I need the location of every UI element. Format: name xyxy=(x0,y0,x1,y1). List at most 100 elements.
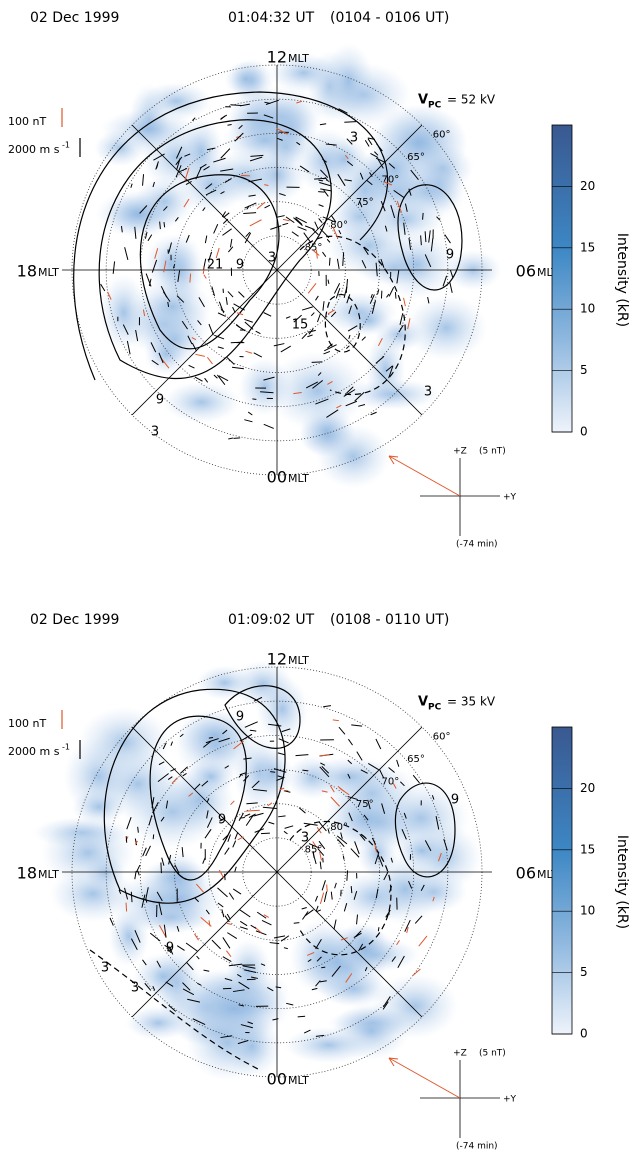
velocity-vector xyxy=(236,312,244,316)
velocity-vector xyxy=(230,104,242,106)
velocity-vector xyxy=(211,286,216,297)
velocity-vector xyxy=(388,365,394,379)
velocity-vector xyxy=(208,323,214,336)
velocity-vector xyxy=(188,364,195,369)
colorbar xyxy=(551,726,573,1035)
velocity-vector xyxy=(323,189,329,197)
velocity-vector xyxy=(323,350,331,355)
velocity-vector xyxy=(343,286,348,298)
aurora-patch xyxy=(78,706,171,778)
velocity-vector xyxy=(147,234,153,242)
velocity-vector xyxy=(211,939,221,950)
velocity-vector xyxy=(397,955,405,968)
velocity-vector xyxy=(261,919,272,926)
aurora-patch xyxy=(132,278,213,335)
velocity-vector xyxy=(380,200,386,212)
velocity-vector xyxy=(240,103,250,107)
velocity-vector xyxy=(205,909,210,915)
velocity-vector xyxy=(187,998,201,1003)
colorbar-label: Intensity (kR) xyxy=(614,233,630,327)
velocity-vector xyxy=(220,191,225,195)
velocity-vector xyxy=(200,917,212,927)
velocity-vector xyxy=(168,242,172,253)
velocity-vector xyxy=(364,966,368,972)
velocity-vector xyxy=(388,287,395,297)
velocity-vector xyxy=(145,845,151,857)
velocity-vector xyxy=(363,246,369,255)
velocity-vector xyxy=(316,956,322,962)
velocity-vector xyxy=(304,909,314,917)
velocity-vector xyxy=(134,871,137,880)
velocity-vector xyxy=(318,218,323,224)
velocity-vector xyxy=(329,785,335,793)
colorbar-tick-label: 0 xyxy=(580,1027,588,1041)
velocity-vector xyxy=(154,248,159,259)
velocity-vector xyxy=(126,817,132,830)
velocity-vector xyxy=(233,303,245,311)
velocity-vector xyxy=(270,771,276,773)
velocity-vector xyxy=(328,257,331,266)
velocity-vector xyxy=(377,337,383,347)
velocity-vector xyxy=(208,737,214,739)
velocity-vector xyxy=(295,754,309,757)
velocity-vector xyxy=(160,816,165,822)
velocity-vector xyxy=(370,152,379,158)
velocity-vector xyxy=(238,812,244,822)
velocity-vector xyxy=(202,267,205,274)
velocity-vector xyxy=(279,193,286,197)
mlt-hour: 18 xyxy=(17,864,37,883)
velocity-vector xyxy=(124,887,129,900)
velocity-vector xyxy=(321,766,330,774)
velocity-vector xyxy=(176,295,185,303)
velocity-vector xyxy=(194,376,203,382)
velocity-vector xyxy=(170,741,173,746)
velocity-vector xyxy=(215,247,220,259)
velocity-vector xyxy=(189,273,192,283)
velocity-vector xyxy=(375,355,385,364)
aurora-patch xyxy=(196,665,254,701)
velocity-vector xyxy=(142,959,147,966)
velocity-vector xyxy=(256,201,266,210)
velocity-vector xyxy=(302,769,309,772)
latitude-label: 65° xyxy=(407,152,425,163)
velocity-vector xyxy=(302,911,309,920)
velocity-vector xyxy=(371,300,377,314)
velocity-vector xyxy=(307,958,312,963)
velocity-vector xyxy=(320,762,326,766)
velocity-vector xyxy=(118,889,122,894)
velocity-vector xyxy=(338,108,348,114)
velocity-vector xyxy=(390,857,393,863)
velocity-vector xyxy=(126,340,131,355)
velocity-vector xyxy=(327,380,333,385)
velocity-vector xyxy=(346,345,350,349)
aurora-patch xyxy=(284,1026,373,1064)
velocity-vector xyxy=(223,212,230,218)
velocity-vector xyxy=(250,924,257,929)
latitude-label: 75° xyxy=(356,197,374,208)
imf-z: +Z xyxy=(453,1049,467,1059)
velocity-vector xyxy=(130,891,133,903)
velocity-vector xyxy=(319,861,322,870)
velocity-vector xyxy=(392,782,397,789)
velocity-vector xyxy=(322,301,325,311)
velocity-vector xyxy=(168,854,172,865)
imf-vector xyxy=(388,1057,461,1099)
velocity-vector xyxy=(238,1004,245,1007)
velocity-vector xyxy=(195,166,202,180)
mlt-unit: MLT xyxy=(38,868,59,881)
velocity-vector xyxy=(293,922,300,924)
velocity-vector xyxy=(345,400,358,407)
velocity-vector xyxy=(181,847,184,858)
aurora-patch xyxy=(226,939,272,1002)
velocity-vector xyxy=(267,802,273,807)
velocity-vector xyxy=(273,768,287,773)
velocity-vector xyxy=(388,163,396,169)
velocity-vector xyxy=(167,301,170,307)
velocity-vector xyxy=(337,838,345,848)
velocity-vector xyxy=(334,283,341,294)
velocity-vector xyxy=(174,864,180,874)
velocity-vector xyxy=(277,775,284,779)
velocity-vector xyxy=(218,375,229,382)
velocity-vector xyxy=(377,927,380,932)
velocity-vector xyxy=(364,140,370,147)
